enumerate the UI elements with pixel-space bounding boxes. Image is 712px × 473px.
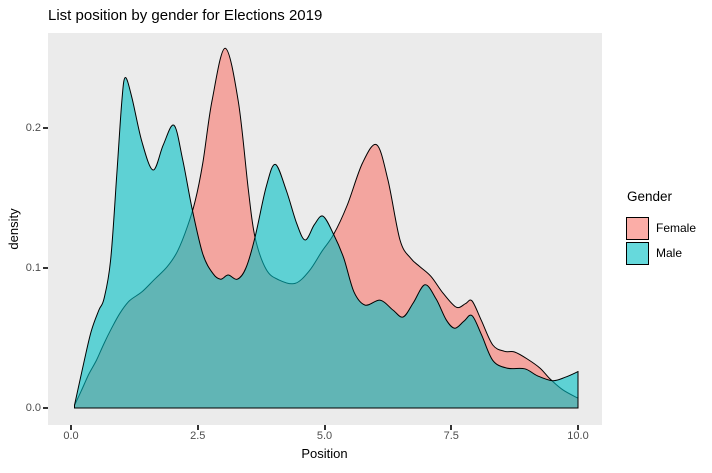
x-tick-label: 5.0 [316, 430, 333, 442]
x-tick-mark [70, 425, 72, 430]
legend-title: Gender [627, 189, 673, 204]
x-tick-label: 7.5 [443, 430, 459, 442]
x-tick-mark [323, 425, 326, 430]
y-axis-title: density [6, 208, 21, 250]
y-tick-label: 0.1 [25, 262, 41, 274]
density-chart [74, 47, 579, 409]
female-swatch-icon [626, 217, 649, 240]
male-density-area [74, 77, 579, 409]
male-swatch-icon [626, 242, 649, 265]
x-axis-title: Position [301, 446, 348, 461]
chart-title: List position by gender for Elections 20… [48, 7, 323, 24]
legend-label-female: Female [656, 221, 697, 235]
plot-panel [48, 33, 602, 425]
x-tick-mark [196, 425, 199, 430]
x-tick-label: 10.0 [567, 430, 589, 442]
x-tick-label: 2.5 [190, 430, 206, 442]
y-tick-label: 0.0 [25, 402, 41, 414]
y-tick-label: 0.2 [25, 122, 41, 134]
y-tick-mark [43, 267, 48, 269]
y-tick-mark [43, 127, 48, 129]
x-tick-label: 0.0 [63, 430, 79, 442]
y-tick-mark [43, 407, 48, 409]
x-tick-mark [450, 425, 453, 430]
x-tick-mark [577, 425, 579, 430]
legend-label-male: Male [656, 246, 683, 260]
